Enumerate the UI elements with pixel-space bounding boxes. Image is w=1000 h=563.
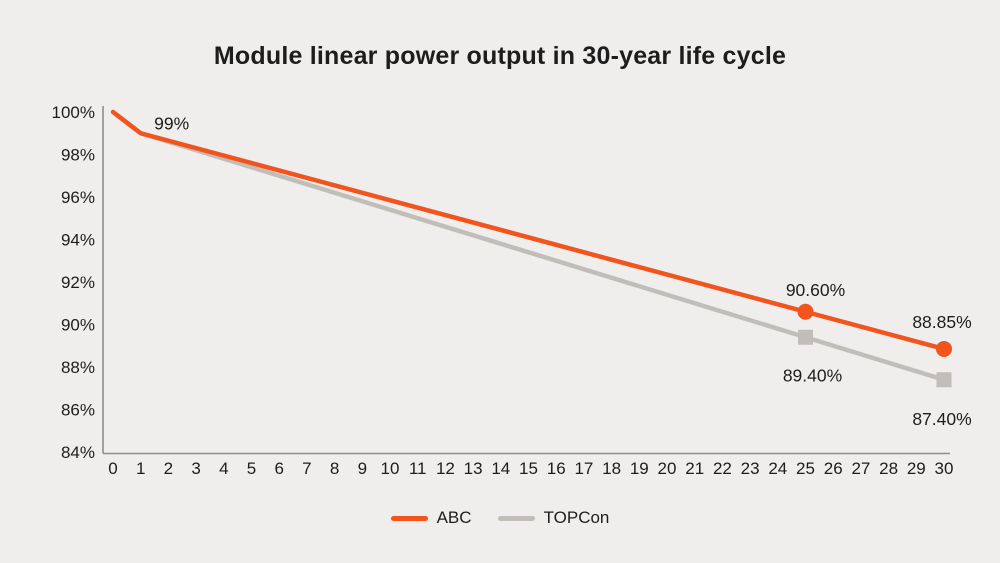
legend-swatch-abc xyxy=(390,515,428,521)
x-axis-tick-label: 27 xyxy=(851,459,870,478)
y-axis-tick-label: 98% xyxy=(61,146,95,165)
x-axis-tick-label: 23 xyxy=(741,459,760,478)
x-axis-tick-label: 19 xyxy=(630,459,649,478)
x-axis-tick-label: 13 xyxy=(464,459,483,478)
chart-title: Module linear power output in 30-year li… xyxy=(213,42,787,70)
legend-swatch-topcon xyxy=(497,515,535,521)
abc-data-label: 99% xyxy=(154,113,189,133)
x-axis-tick-label: 8 xyxy=(330,459,339,478)
abc-marker xyxy=(797,303,814,320)
abc-data-label: 90.60% xyxy=(786,280,845,300)
x-axis-tick-label: 5 xyxy=(247,459,256,478)
x-axis-tick-label: 10 xyxy=(381,459,400,478)
x-axis-tick-label: 7 xyxy=(302,459,311,478)
y-axis-tick-label: 94% xyxy=(61,231,95,250)
x-axis-tick-label: 14 xyxy=(491,459,510,478)
legend-item-topcon: TOPCon xyxy=(497,508,610,528)
x-axis-tick-label: 26 xyxy=(824,459,843,478)
y-axis-tick-label: 90% xyxy=(61,316,95,335)
abc-data-label: 88.85% xyxy=(912,312,971,332)
x-axis-tick-label: 15 xyxy=(519,459,538,478)
x-axis-tick-label: 16 xyxy=(547,459,566,478)
topcon-data-label: 87.40% xyxy=(912,409,971,429)
x-axis-tick-label: 20 xyxy=(658,459,677,478)
x-axis-tick-label: 6 xyxy=(274,459,283,478)
y-axis-tick-label: 88% xyxy=(61,358,95,377)
y-axis-tick-label: 92% xyxy=(61,273,95,292)
topcon-marker xyxy=(798,329,813,345)
x-axis-tick-label: 9 xyxy=(358,459,367,478)
x-axis-tick-label: 0 xyxy=(108,459,117,478)
y-axis-tick-label: 86% xyxy=(61,401,95,420)
legend-item-abc: ABC xyxy=(390,508,472,528)
x-axis-tick-label: 30 xyxy=(935,459,954,478)
x-axis-tick-label: 4 xyxy=(219,459,228,478)
y-axis-tick-label: 96% xyxy=(61,188,95,207)
legend-label-abc: ABC xyxy=(436,508,472,527)
abc-marker xyxy=(936,340,952,357)
y-axis-tick-label: 100% xyxy=(52,103,95,122)
abc-line xyxy=(110,109,947,352)
x-axis-tick-label: 22 xyxy=(713,459,732,478)
chart-legend: ABC TOPCon xyxy=(0,508,1000,528)
topcon-data-label: 89.40% xyxy=(783,365,842,385)
x-axis-tick-label: 25 xyxy=(796,459,815,478)
topcon-marker xyxy=(936,372,952,388)
x-axis-tick-label: 2 xyxy=(164,459,173,478)
x-axis-tick-label: 1 xyxy=(136,459,145,478)
x-axis-tick-label: 17 xyxy=(574,459,593,478)
y-axis-tick-label: 84% xyxy=(61,443,95,462)
x-axis-tick-label: 11 xyxy=(409,459,427,478)
x-axis-tick-label: 29 xyxy=(907,459,926,478)
x-axis-tick-label: 24 xyxy=(768,459,787,478)
x-axis-tick-label: 21 xyxy=(685,459,704,478)
legend-label-topcon: TOPCon xyxy=(543,508,610,527)
x-axis-tick-label: 12 xyxy=(436,459,455,478)
x-axis-tick-label: 28 xyxy=(879,459,898,478)
x-axis-tick-label: 3 xyxy=(191,459,200,478)
x-axis-tick-label: 18 xyxy=(602,459,621,478)
topcon-line xyxy=(110,109,947,382)
